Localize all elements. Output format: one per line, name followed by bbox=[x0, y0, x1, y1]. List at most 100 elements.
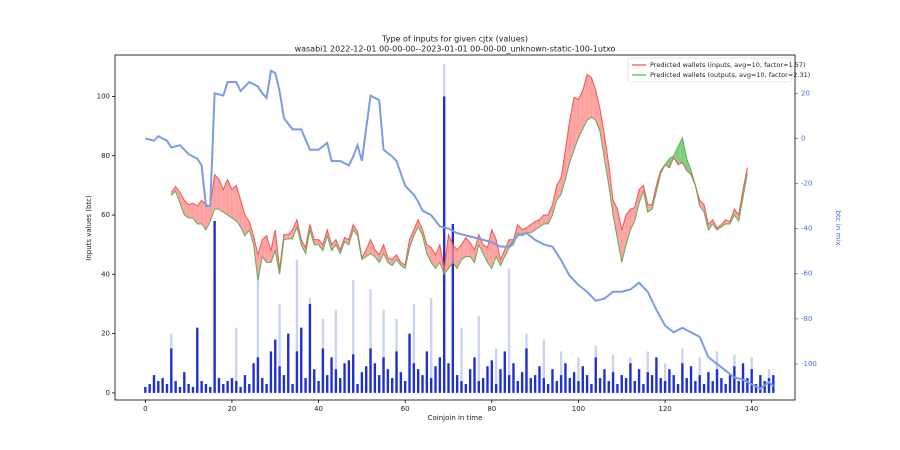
light-bar bbox=[429, 298, 433, 393]
bar bbox=[261, 378, 264, 393]
bar bbox=[711, 381, 714, 393]
between-fill bbox=[586, 74, 592, 121]
bar bbox=[447, 363, 450, 393]
between-fill bbox=[543, 214, 549, 225]
x-tick-label: 100 bbox=[572, 405, 585, 413]
legend-label: Predicted wallets (outputs, avg=10, fact… bbox=[650, 71, 810, 79]
y-axis-label: Inputs values (btc) bbox=[85, 195, 93, 261]
light-bar bbox=[494, 348, 498, 393]
light-bar bbox=[663, 363, 667, 393]
between-fill bbox=[231, 185, 237, 222]
bar bbox=[754, 383, 758, 393]
bar bbox=[611, 372, 615, 393]
bar bbox=[603, 369, 606, 393]
bar bbox=[256, 357, 260, 393]
y-tick-label: 0 bbox=[106, 389, 110, 397]
light-bar bbox=[256, 274, 260, 393]
bar bbox=[226, 381, 229, 393]
bar bbox=[520, 372, 524, 393]
mix-line bbox=[145, 69, 775, 390]
light-bar bbox=[559, 351, 563, 393]
bar bbox=[287, 333, 290, 393]
bar bbox=[408, 333, 411, 393]
bar bbox=[525, 348, 528, 393]
bar bbox=[659, 378, 662, 393]
y-tick-label: 60 bbox=[101, 211, 110, 219]
y-tick-label: 100 bbox=[97, 92, 110, 100]
x-tick-label: 0 bbox=[143, 405, 147, 413]
bar bbox=[230, 378, 234, 393]
x-tick-label: 80 bbox=[487, 405, 496, 413]
bar bbox=[395, 351, 398, 393]
bar bbox=[399, 372, 403, 393]
bar bbox=[339, 378, 342, 393]
bar bbox=[248, 383, 251, 393]
bar bbox=[629, 363, 632, 393]
between-fill bbox=[214, 174, 220, 210]
bar bbox=[663, 381, 667, 393]
bar bbox=[369, 348, 372, 393]
bar bbox=[585, 375, 589, 393]
bar bbox=[178, 386, 182, 393]
bar bbox=[568, 378, 571, 393]
bar bbox=[689, 366, 693, 393]
bar bbox=[252, 363, 255, 393]
bar bbox=[672, 375, 675, 393]
x-axis-label: Coinjoin in time bbox=[428, 414, 483, 422]
bar bbox=[685, 378, 688, 393]
bar bbox=[421, 375, 424, 393]
bar bbox=[282, 375, 286, 393]
bar bbox=[650, 375, 654, 393]
bar bbox=[551, 369, 554, 393]
bar bbox=[676, 383, 680, 393]
bar bbox=[152, 375, 156, 393]
bar bbox=[516, 381, 519, 393]
bar bbox=[438, 357, 442, 393]
bar bbox=[655, 357, 658, 393]
bar bbox=[278, 366, 281, 393]
bar bbox=[170, 348, 173, 393]
light-bar bbox=[507, 268, 511, 393]
bar bbox=[772, 375, 775, 393]
bar bbox=[148, 383, 151, 393]
bar bbox=[404, 381, 407, 393]
between-fill bbox=[314, 239, 319, 245]
bar bbox=[598, 378, 602, 393]
bar bbox=[295, 351, 299, 393]
bar bbox=[200, 381, 203, 393]
bar bbox=[157, 381, 160, 393]
bar bbox=[343, 363, 346, 393]
bar bbox=[165, 383, 169, 393]
bar bbox=[581, 366, 584, 393]
line bbox=[170, 73, 748, 270]
bar bbox=[559, 375, 563, 393]
bar bbox=[204, 383, 208, 393]
bar bbox=[365, 366, 368, 393]
bar bbox=[425, 351, 429, 393]
bar bbox=[416, 369, 420, 393]
light-bar bbox=[334, 309, 338, 393]
bar bbox=[161, 378, 164, 393]
y2-tick-label: -20 bbox=[801, 180, 812, 188]
bar bbox=[239, 386, 242, 393]
light-bar bbox=[382, 309, 385, 393]
bar bbox=[720, 378, 723, 393]
bar bbox=[538, 366, 541, 393]
bar bbox=[733, 366, 736, 393]
bar bbox=[347, 360, 351, 393]
bar bbox=[317, 381, 320, 393]
bar bbox=[715, 369, 719, 393]
bar bbox=[546, 383, 550, 393]
line bbox=[170, 116, 748, 281]
between-fill bbox=[573, 97, 579, 150]
bar bbox=[473, 357, 476, 393]
light-bar bbox=[369, 289, 372, 393]
bar bbox=[235, 381, 238, 393]
bar bbox=[555, 381, 558, 393]
bar bbox=[624, 378, 628, 393]
y2-tick-label: 0 bbox=[801, 134, 805, 142]
y-tick-label: 20 bbox=[101, 330, 110, 338]
bar bbox=[542, 378, 545, 393]
light-bar bbox=[412, 303, 416, 393]
